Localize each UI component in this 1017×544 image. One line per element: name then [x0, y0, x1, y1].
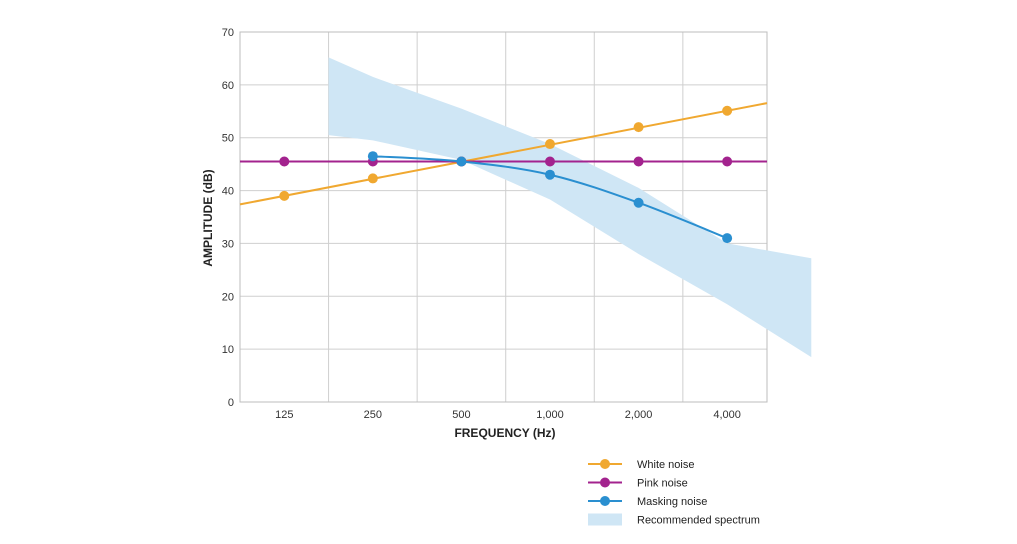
y-tick-label: 30 — [222, 238, 234, 250]
legend-marker — [600, 477, 610, 488]
legend-item: Recommended spectrum — [588, 513, 760, 527]
legend: White noise Pink noise Masking noise Recomm… — [588, 459, 760, 527]
masking-noise-point — [367, 151, 378, 162]
legend-label: Recommended spectrum — [637, 515, 760, 527]
y-tick-label: 70 — [222, 27, 234, 39]
masking-noise-point — [633, 197, 644, 208]
legend-marker — [600, 459, 610, 469]
y-tick-label: 0 — [228, 397, 234, 409]
legend-marker — [600, 496, 610, 506]
legend-label: White noise — [637, 459, 694, 471]
y-tick-label: 40 — [222, 186, 234, 198]
y-tick-label: 20 — [222, 291, 234, 303]
masking-noise-point — [722, 233, 733, 244]
pink-noise-point — [722, 156, 733, 167]
pink-noise-point — [279, 156, 290, 167]
legend-label: Pink noise — [637, 478, 688, 490]
plot-frame — [239, 31, 768, 403]
grid — [239, 31, 768, 403]
x-tick-label: 4,000 — [713, 409, 741, 421]
masking-noise-point — [545, 169, 555, 180]
white-noise-line — [239, 102, 768, 206]
recommended-spectrum-band — [328, 57, 812, 358]
y-tick-label: 10 — [222, 344, 234, 356]
white-noise-point — [279, 190, 290, 201]
x-tick-label: 2,000 — [625, 409, 653, 421]
x-tick-labels: 125 250 500 1,000 2,000 4,000 — [275, 409, 741, 421]
pink-noise-point — [633, 156, 644, 167]
legend-label: Masking noise — [637, 496, 707, 508]
white-noise-point — [633, 122, 644, 133]
masking-noise-point — [456, 156, 467, 167]
x-tick-label: 125 — [275, 409, 293, 421]
pink-noise-point — [545, 156, 555, 167]
series-masking-noise — [367, 151, 733, 244]
white-noise-point — [367, 173, 378, 184]
x-tick-label: 250 — [364, 409, 382, 421]
legend-item: Masking noise — [588, 496, 707, 508]
white-noise-point — [722, 105, 733, 116]
y-tick-labels: 0 10 20 30 40 50 60 70 — [222, 27, 234, 409]
series-white-noise — [239, 102, 768, 206]
x-axis-title: FREQUENCY (Hz) — [454, 426, 555, 440]
legend-item: Pink noise — [588, 477, 688, 490]
recommended-spectrum-area — [328, 57, 812, 358]
y-tick-label: 50 — [222, 133, 234, 145]
x-tick-label: 500 — [452, 409, 470, 421]
series-group — [239, 102, 768, 244]
y-axis-title: AMPLITUDE (dB) — [201, 169, 215, 266]
legend-item: White noise — [588, 459, 694, 471]
legend-swatch — [588, 513, 622, 526]
white-noise-point — [545, 139, 555, 150]
y-tick-label: 60 — [222, 80, 234, 92]
x-tick-label: 1,000 — [536, 409, 564, 421]
